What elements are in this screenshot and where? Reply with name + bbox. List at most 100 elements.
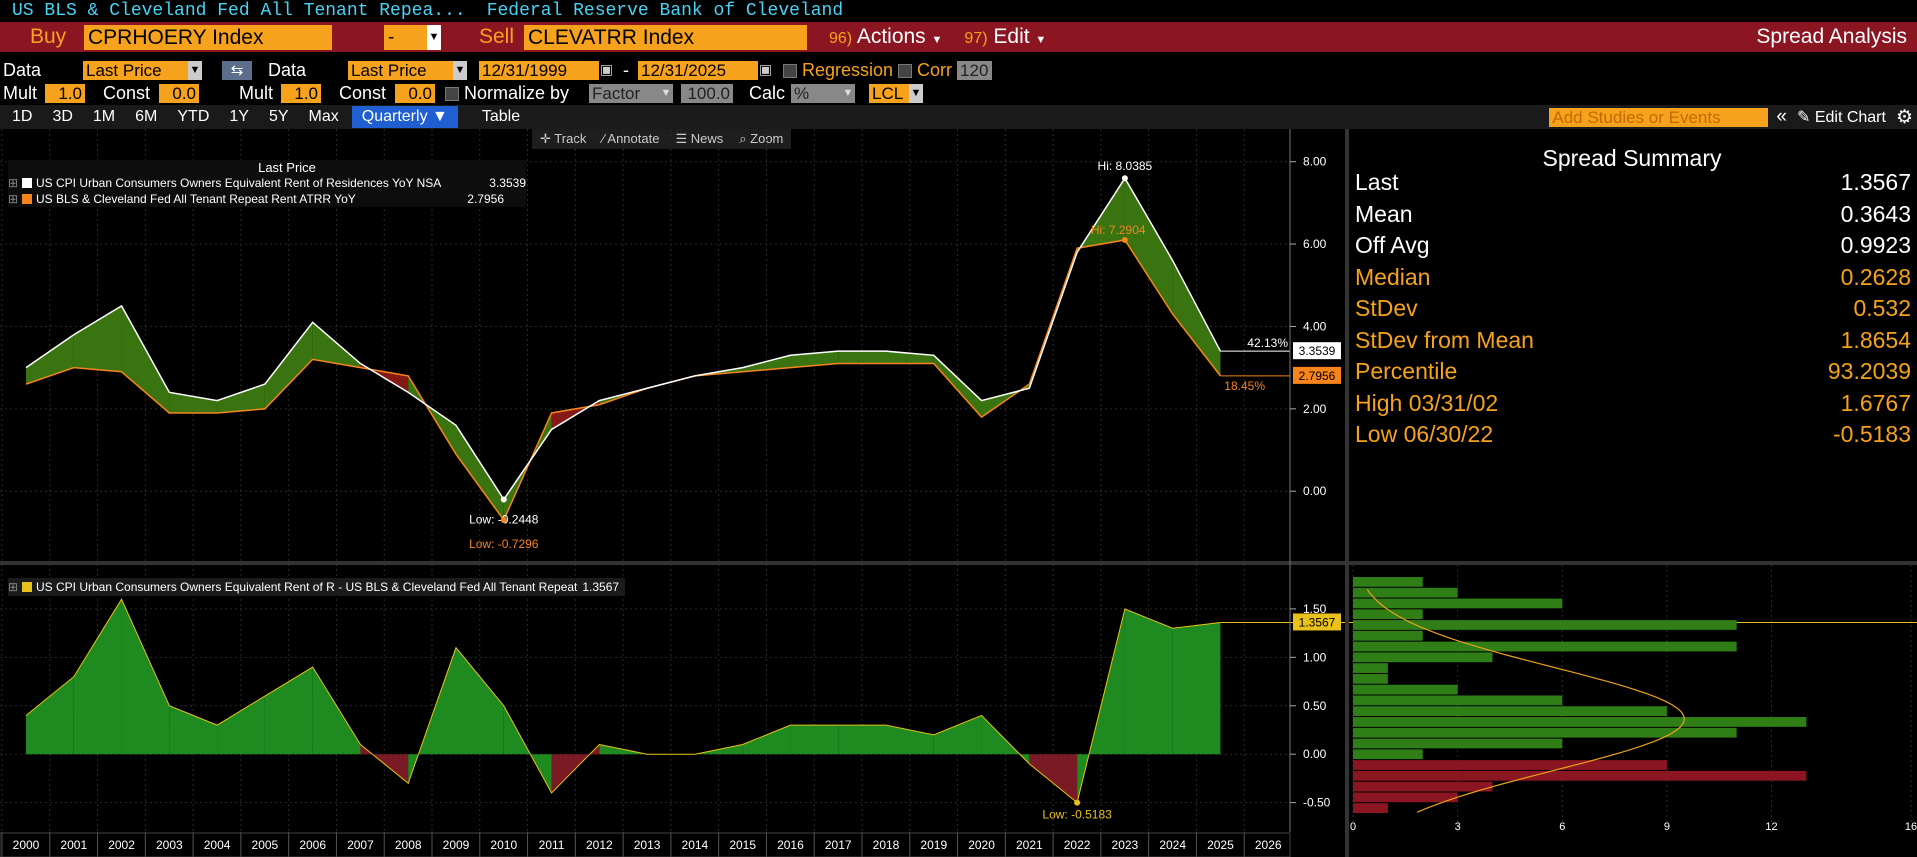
x-tick-label: 2009 — [443, 838, 470, 852]
low-marker — [500, 517, 507, 524]
summary-row: Mean 0.3643 — [1355, 201, 1915, 231]
zoom-label: Zoom — [750, 131, 784, 146]
hist-bar — [1353, 792, 1458, 803]
summary-row: Median 0.2628 — [1355, 264, 1915, 294]
table-button[interactable]: Table — [481, 108, 521, 125]
hist-bar — [1353, 695, 1563, 706]
const1-field[interactable]: 0.0 — [159, 84, 199, 103]
range-tab-1y[interactable]: 1Y — [229, 108, 249, 125]
range-tab-3d[interactable]: 3D — [52, 108, 73, 125]
buy-ticker-field[interactable]: CPRHOERY Index — [84, 24, 332, 50]
hist-bar — [1353, 663, 1388, 673]
spread-area — [312, 667, 361, 755]
mult1-field[interactable]: 1.0 — [45, 84, 85, 103]
histogram-plot: 0 3 6 9 12 16 — [1350, 565, 1917, 833]
news-button[interactable]: ☰ News — [667, 129, 731, 149]
annotate-button[interactable]: ∕ Annotate — [594, 129, 667, 149]
range-tab-5y[interactable]: 5Y — [268, 108, 289, 125]
normalize-value: Factor — [589, 84, 659, 103]
calc-select[interactable]: % ▼ — [791, 84, 855, 103]
lower-legend[interactable]: ⊞ US CPI Urban Consumers Owners Equivale… — [8, 578, 626, 596]
const2-field[interactable]: 0.0 — [395, 84, 435, 103]
hist-bar — [1353, 760, 1667, 770]
pencil-icon: ✎ — [1796, 109, 1811, 126]
spread-area — [456, 647, 504, 755]
news-icon: ☰ — [675, 131, 688, 146]
mult2-field[interactable]: 1.0 — [281, 84, 321, 103]
buy-label: Buy — [30, 25, 67, 48]
x-tick-label: 2023 — [1112, 838, 1139, 852]
spread-area — [838, 725, 886, 755]
normalize-select[interactable]: Factor ▼ — [589, 84, 673, 103]
hist-bar — [1353, 598, 1563, 609]
corr-value-field[interactable]: 120 — [957, 61, 993, 80]
start-date-field[interactable]: 12/31/1999 ▣ — [479, 61, 614, 80]
end-date-field[interactable]: 12/31/2025 ▣ — [638, 61, 773, 80]
spread-fill — [933, 355, 982, 418]
x-axis-box — [0, 832, 1291, 857]
spread-area — [1029, 754, 1078, 803]
normal-curve — [1366, 589, 1685, 813]
series-line-cpi — [25, 176, 1222, 501]
magnifier-icon: ⌕ — [739, 131, 747, 146]
swap-button[interactable]: ⇆ — [222, 61, 252, 80]
end-date-value: 12/31/2025 — [638, 61, 758, 80]
regression-checkbox[interactable] — [783, 63, 797, 78]
chart-area[interactable]: 42.13% 18.45% Hi: 8.0385 Hi: 7.2904 Low: -0.… — [0, 129, 1917, 857]
edit-menu[interactable]: 97) Edit ▼ — [964, 25, 1046, 49]
x-tick-label: 2000 — [13, 838, 40, 852]
corr-checkbox[interactable] — [898, 63, 913, 78]
window-subtitle: Federal Reserve Bank of Cleveland — [486, 1, 844, 21]
collapse-icon[interactable]: « — [1776, 106, 1787, 127]
hist-bar — [1353, 770, 1807, 781]
hist-bar — [1353, 620, 1737, 630]
normalize-checkbox[interactable] — [445, 86, 459, 101]
data2-value: Last Price — [348, 61, 453, 80]
range-tab-1d[interactable]: 1D — [12, 108, 33, 125]
summary-row: Percentile 93.2039 — [1355, 358, 1915, 388]
chevron-down-icon[interactable]: ▼ — [427, 24, 441, 50]
normalize-number-field[interactable]: 100.0 — [681, 84, 733, 103]
data2-select[interactable]: Last Price ▼ — [348, 61, 467, 80]
series-swatch — [22, 582, 32, 592]
period-select[interactable]: Quarterly ▼ — [351, 106, 458, 128]
expand-icon[interactable]: ⊞ — [8, 176, 19, 190]
range-tab-1m[interactable]: 1M — [92, 108, 116, 125]
calendar-icon[interactable]: ▣ — [758, 61, 773, 77]
spread-area — [933, 715, 982, 755]
upper-legend: Last Price ⊞ US CPI Urban Consumers Owne… — [8, 160, 526, 207]
spread-fill — [1124, 178, 1173, 315]
operator-field[interactable]: - ▼ — [384, 24, 441, 50]
data1-label: Data — [3, 60, 42, 80]
spread-summary-panel: Spread Summary — [1347, 129, 1917, 565]
actions-menu[interactable]: 96) Actions ▼ — [829, 25, 942, 49]
spread-area — [169, 705, 218, 755]
range-tab-max[interactable]: Max — [308, 108, 339, 125]
spread-fill — [838, 351, 886, 364]
legend-row-2[interactable]: ⊞ US BLS & Cleveland Fed All Tenant Repe… — [8, 191, 526, 207]
expand-icon[interactable]: ⊞ — [8, 580, 19, 594]
calendar-icon[interactable]: ▣ — [599, 61, 614, 77]
summary-label: Median — [1355, 263, 1431, 290]
sell-ticker-field[interactable]: CLEVATRR Index — [524, 24, 807, 50]
range-tab-6m[interactable]: 6M — [135, 108, 158, 125]
series-value: 3.3539 — [489, 176, 526, 190]
edit-chart-button[interactable]: ✎ Edit Chart — [1797, 107, 1886, 127]
studies-search-input[interactable]: Add Studies or Events — [1549, 107, 1769, 127]
spread-area — [73, 599, 122, 755]
range-tab-ytd[interactable]: YTD — [177, 108, 210, 125]
x-tick-label: 2022 — [1064, 838, 1091, 852]
zoom-button[interactable]: ⌕ Zoom — [731, 129, 791, 149]
hist-bar — [1353, 749, 1423, 760]
gear-icon[interactable]: ⚙ — [1895, 106, 1913, 128]
data1-select[interactable]: Last Price ▼ — [83, 61, 202, 80]
start-date-value: 12/31/1999 — [479, 61, 599, 80]
low-label: Low: -0.5183 — [1042, 808, 1112, 822]
ccy-select[interactable]: LCL ▼ — [869, 84, 923, 103]
track-button[interactable]: ✛ Track — [532, 129, 594, 149]
series-name: US CPI Urban Consumers Owners Equivalent… — [36, 176, 442, 190]
expand-icon[interactable]: ⊞ — [8, 192, 19, 206]
spread-fill — [790, 351, 839, 368]
legend-row-1[interactable]: ⊞ US CPI Urban Consumers Owners Equivale… — [8, 175, 526, 191]
summary-label: Off Avg — [1355, 232, 1430, 258]
